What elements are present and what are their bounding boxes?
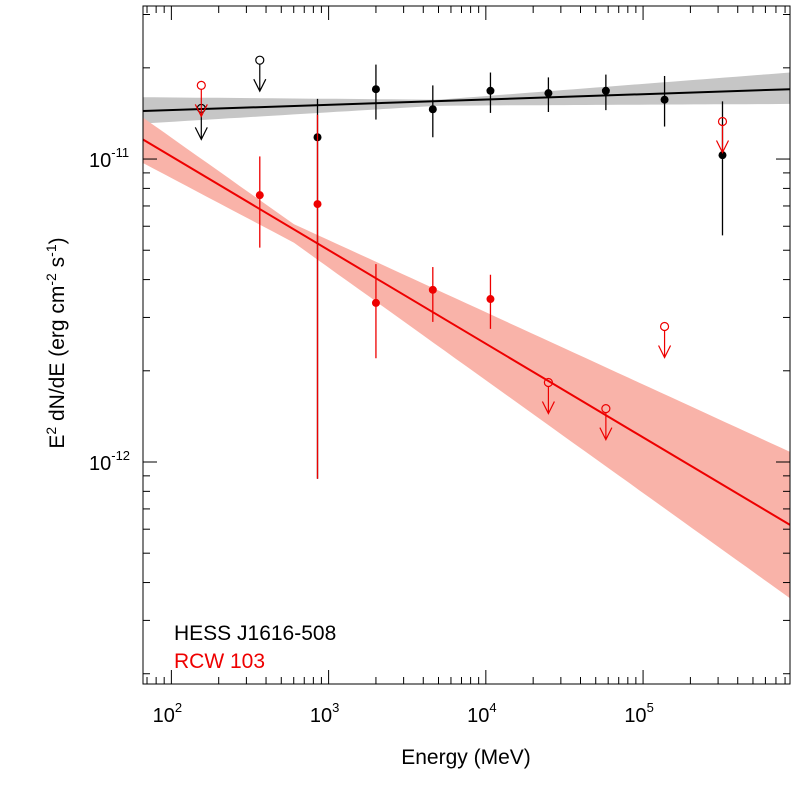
upper-limit-arrow-1-0 xyxy=(194,89,208,118)
upper-limit-arrow-1-2 xyxy=(599,412,613,441)
upper-limit-arrow-1-1 xyxy=(541,386,555,415)
legend-entry-hess: HESS J1616-508 xyxy=(174,622,336,645)
data-point-0-7 xyxy=(718,151,727,160)
legend-entry-rcw: RCW 103 xyxy=(174,650,265,673)
data-point-1-3 xyxy=(428,285,437,294)
upper-limit-arrow-1-4 xyxy=(715,125,730,154)
data-point-1-0 xyxy=(255,191,264,200)
y-axis-label: E2 dN/dE (erg cm-2 s-1) xyxy=(43,237,69,448)
data-points xyxy=(194,55,730,479)
fit-lines xyxy=(142,88,791,526)
confidence-bands xyxy=(143,72,790,599)
upper-limit-marker-1-3 xyxy=(659,321,670,332)
confidence-band-0 xyxy=(143,72,790,124)
confidence-band-1 xyxy=(143,117,790,599)
y-tick-labels: 10-12 10-11 xyxy=(89,145,130,475)
x-tick-label-3: 105 xyxy=(624,700,653,727)
x-tick-labels: 102 103 104 105 xyxy=(153,700,654,727)
data-point-0-5 xyxy=(601,86,610,95)
data-point-1-2 xyxy=(371,298,380,307)
plot-frame xyxy=(142,5,791,685)
upper-limit-marker-1-0 xyxy=(196,80,206,91)
upper-limit-arrow-1-3 xyxy=(658,330,672,359)
axis-ticks xyxy=(143,6,790,684)
x-axis-label: Energy (MeV) xyxy=(401,746,531,769)
y-tick-label-1: 10-11 xyxy=(89,145,129,172)
fit-line-1 xyxy=(142,138,791,526)
data-point-0-4 xyxy=(544,89,553,98)
data-point-0-6 xyxy=(660,95,669,104)
data-point-0-2 xyxy=(428,105,437,114)
x-tick-label-0: 102 xyxy=(153,700,182,727)
y-tick-label-0: 10-12 xyxy=(89,448,130,475)
data-point-1-1 xyxy=(313,200,322,209)
data-point-0-3 xyxy=(486,86,495,95)
upper-limit-marker-0-1 xyxy=(255,55,265,65)
x-tick-label-2: 104 xyxy=(467,700,496,727)
x-tick-label-1: 103 xyxy=(310,700,339,727)
data-point-0-1 xyxy=(371,85,380,94)
fit-line-0 xyxy=(142,88,791,113)
data-point-1-4 xyxy=(486,295,495,304)
upper-limit-arrow-0-1 xyxy=(253,64,267,93)
